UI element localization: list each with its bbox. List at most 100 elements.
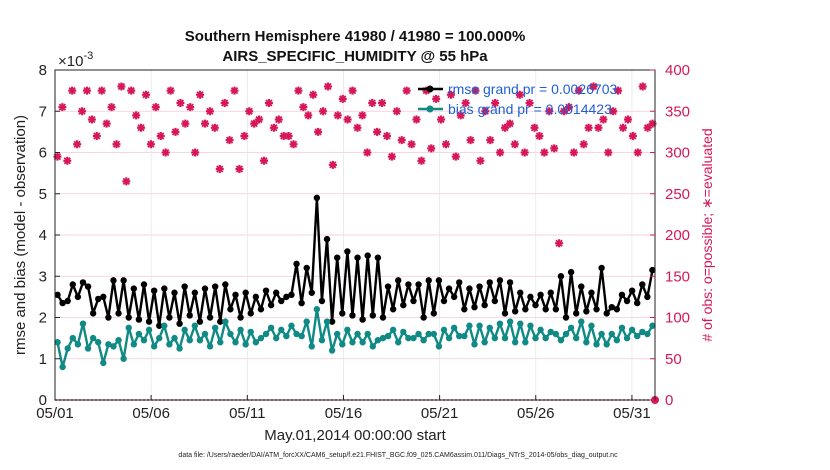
marker-arm <box>599 115 607 124</box>
evaluated-obs-marker <box>319 107 328 116</box>
rmse-point <box>486 279 493 286</box>
evaluated-obs-marker <box>255 115 264 124</box>
bias-point <box>323 318 331 325</box>
bias-point <box>196 336 204 344</box>
marker-arm <box>496 148 504 157</box>
evaluated-obs-marker <box>274 115 283 124</box>
evaluated-obs-marker <box>407 140 416 149</box>
evaluated-obs-marker <box>456 111 465 120</box>
marker-arm <box>639 82 647 91</box>
bias-point <box>339 341 346 348</box>
marker-arm <box>240 132 248 140</box>
bias-point <box>649 322 656 329</box>
rmse-point <box>171 289 178 296</box>
rmse-point <box>89 310 97 317</box>
bias-point <box>161 322 168 329</box>
chart-subtitle: AIRS_SPECIFIC_HUMIDITY @ 55 hPa <box>222 48 488 65</box>
evaluated-obs-marker <box>333 111 342 120</box>
evaluated-obs-marker <box>73 140 82 149</box>
evaluated-obs-marker <box>68 86 77 95</box>
evaluated-obs-marker <box>432 94 441 103</box>
evaluated-obs-marker <box>589 82 598 91</box>
marker-arm <box>132 111 140 120</box>
rmse-point <box>318 297 326 305</box>
y-right-tick-label: 250 <box>665 186 690 203</box>
y-right-tick-label: 300 <box>665 145 690 162</box>
marker-arm <box>525 99 534 107</box>
evaluated-obs-marker <box>373 127 382 136</box>
bias-point <box>171 334 178 342</box>
marker-arm <box>324 82 332 91</box>
marker-arm <box>166 86 175 95</box>
bias-point <box>120 355 127 362</box>
bias-point <box>384 332 392 340</box>
bias-point <box>395 339 402 346</box>
y-axis-label: rmse and bias (model - observation) <box>12 115 29 355</box>
rmse-point <box>303 264 310 272</box>
rmse-point <box>532 301 539 309</box>
bias-point <box>181 326 188 334</box>
bias-point <box>430 330 438 338</box>
y-right-tick-label: 350 <box>665 103 690 120</box>
evaluated-obs-marker <box>304 111 313 120</box>
evaluated-obs-marker <box>289 140 298 149</box>
rmse-point <box>267 301 275 309</box>
bias-point <box>557 336 565 344</box>
rmse-point <box>74 293 82 301</box>
marker-arm <box>594 124 603 132</box>
evaluated-obs-marker <box>87 115 96 124</box>
bias-point <box>59 363 66 371</box>
marker-arm <box>147 140 155 148</box>
bias-point <box>135 330 143 338</box>
evaluated-obs-marker <box>235 165 244 173</box>
x-tick-label: 05/06 <box>132 405 170 422</box>
evaluated-obs-marker <box>574 86 583 95</box>
bias-point <box>552 330 560 338</box>
bias-point <box>247 328 254 336</box>
evaluated-obs-marker <box>584 123 593 132</box>
marker-arm <box>68 86 76 95</box>
marker-arm <box>417 157 426 165</box>
bias-point <box>79 320 87 327</box>
bias-point <box>578 318 585 325</box>
bias-point <box>150 343 158 350</box>
evaluated-obs-marker <box>146 140 155 149</box>
marker-arm <box>427 144 435 153</box>
marker-arm <box>304 111 312 120</box>
rmse-point <box>59 299 66 307</box>
evaluated-obs-marker <box>166 86 175 95</box>
rmse-point <box>384 283 392 290</box>
evaluated-obs-marker <box>141 90 150 99</box>
bias-point <box>140 336 148 344</box>
evaluated-obs-marker <box>161 148 170 157</box>
series-layer <box>53 82 659 404</box>
marker-arm <box>432 95 440 103</box>
y-tick-label: 2 <box>39 310 47 327</box>
marker-arm <box>447 91 455 99</box>
rmse-point <box>135 316 143 323</box>
evaluated-obs-marker <box>609 107 618 116</box>
bias-point <box>84 345 92 352</box>
marker-arm <box>452 152 460 161</box>
evaluated-obs-marker <box>230 86 239 95</box>
rmse-point <box>354 254 361 261</box>
marker-arm <box>511 140 519 148</box>
marker-arm <box>339 95 347 103</box>
bias-point <box>501 334 509 342</box>
rmse-point <box>257 306 265 313</box>
marker-arm <box>73 140 81 148</box>
evaluated-obs-marker <box>294 86 303 95</box>
bias-point <box>461 332 468 340</box>
bias-point <box>471 341 478 348</box>
evaluated-obs-marker <box>378 99 387 107</box>
rmse-point <box>313 194 321 202</box>
bias-point <box>628 326 636 334</box>
rmse-point <box>334 254 341 261</box>
marker-arm <box>378 99 386 107</box>
marker-arm <box>103 119 111 128</box>
rmse-point <box>84 283 92 290</box>
marker-arm <box>535 132 544 140</box>
rmse-point <box>567 268 575 276</box>
y-scale-label: ×10 <box>58 53 83 70</box>
rmse-point <box>217 318 224 325</box>
